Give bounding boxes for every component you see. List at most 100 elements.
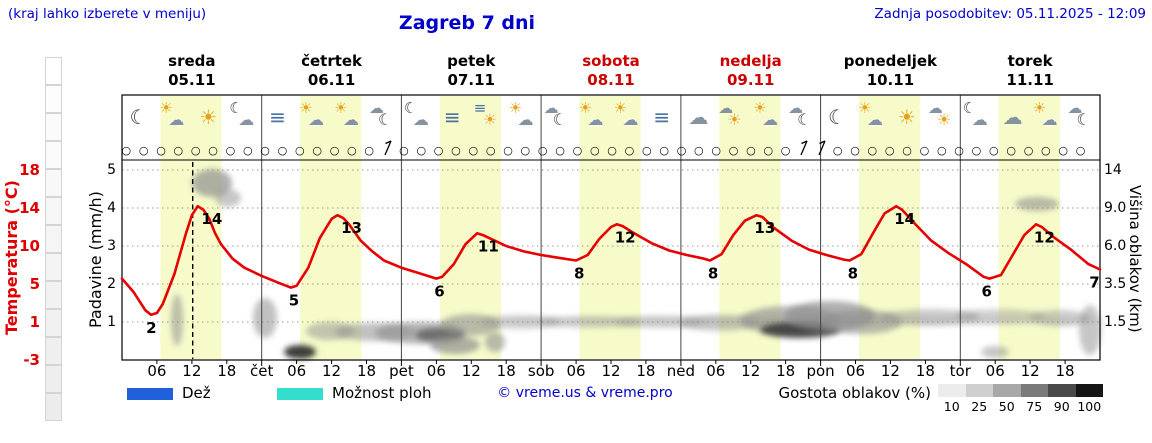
density-tick-label: 100	[1077, 399, 1102, 414]
wind-calm-icon: ○	[589, 144, 600, 157]
day-date: 07.11	[447, 71, 495, 89]
precipitation-tick-label: 2	[107, 276, 116, 292]
hour-tick-label: 12	[741, 362, 761, 380]
fog-glyph: ≡	[473, 99, 487, 117]
scale-strip-segment	[45, 253, 62, 281]
temperature-extreme-label: 5	[289, 292, 299, 310]
sun-glyph: ☀	[578, 99, 592, 117]
scale-strip-segment	[45, 309, 62, 337]
cloud-icon: ☁	[998, 99, 1028, 141]
wind-calm-icon: ○	[867, 144, 878, 157]
wind-calm-icon: ○	[225, 144, 236, 157]
sun-cloud-icon: ☀ ☁	[509, 99, 539, 141]
wind-calm-icon: ○	[173, 144, 184, 157]
day-name: nedelja	[719, 52, 782, 70]
hour-tick-label: 06	[845, 362, 866, 380]
temperature-extreme-label: 11	[478, 237, 499, 255]
sun-cloud-icon: ☀ ☁	[1033, 99, 1063, 141]
wind-calm-icon: ○	[936, 144, 947, 157]
day-date: 10.11	[866, 71, 915, 89]
wind-calm-icon: ○	[190, 144, 201, 157]
wind-calm-icon: ○	[208, 144, 218, 157]
temperature-extreme-label: 12	[1034, 228, 1055, 246]
hour-tick-label: 18	[496, 362, 516, 380]
sun-icon: ☀	[893, 99, 923, 141]
density-tick-label: 50	[998, 399, 1015, 414]
sun-glyph: ☀	[857, 99, 872, 117]
cloud-shade	[480, 315, 560, 329]
day-name: sreda	[168, 52, 216, 70]
scale-strip-segment	[45, 281, 62, 309]
hour-tick-label: 18	[217, 362, 237, 380]
day-date: 05.11	[168, 71, 216, 89]
wind-calm-icon: ○	[642, 144, 652, 157]
density-gradient-segment	[1020, 384, 1048, 397]
scale-strip-segment	[45, 141, 62, 169]
cloud-glyph: ☁	[688, 105, 709, 129]
sun-glyph: ☀	[508, 99, 523, 117]
cloud-glyph: ☁	[308, 110, 325, 129]
menu-hint: (kraj lahko izberete v meniju)	[8, 6, 207, 22]
day-date: 11.11	[1006, 71, 1054, 89]
cloud-shade	[680, 315, 760, 331]
wind-calm-icon: ○	[954, 144, 964, 157]
wind-calm-icon: ○	[277, 144, 288, 157]
sun-glyph: ☀	[1032, 99, 1047, 117]
cloud-shade	[981, 346, 1009, 358]
temperature-extreme-label: 8	[848, 265, 858, 283]
density-tick-label: 25	[971, 399, 988, 414]
wind-calm-icon: ○	[433, 144, 444, 157]
sun-cloud-icon: ☀ ☁	[299, 99, 329, 141]
density-gradient-segment	[938, 384, 966, 397]
temperature-tick-label: 10	[19, 237, 40, 255]
day-header: petek 07.11	[401, 52, 541, 90]
cloud-moon-icon: ☁ ☾	[788, 99, 818, 141]
wind-calm-icon: ○	[138, 144, 149, 157]
rain-legend-label: Dež	[182, 384, 211, 402]
wind-calm-icon: ○	[902, 144, 912, 157]
sun-glyph: ☀	[613, 99, 627, 117]
showers-legend-label: Možnost ploh	[332, 384, 432, 402]
temperature-extreme-label: 14	[894, 210, 915, 228]
wind-calm-icon: ○	[121, 144, 132, 157]
wind-calm-icon: ○	[659, 144, 669, 157]
wind-calm-icon: ○	[468, 144, 479, 157]
credit-link[interactable]: © vreme.us & vreme.pro	[497, 385, 673, 401]
fog-glyph: ≡	[269, 105, 286, 129]
wind-calm-icon: ○	[676, 144, 687, 157]
wind-calm-icon: ○	[832, 144, 843, 157]
moon-icon: ☾	[124, 99, 154, 141]
wind-calm-icon: ○	[746, 144, 756, 157]
wind-calm-icon: ○	[711, 144, 721, 157]
wind-calm-icon: ○	[1075, 144, 1086, 157]
moon-glyph: ☾	[229, 99, 243, 117]
hour-tick-label: 06	[566, 362, 586, 380]
cloud-height-tick-label: 1.5	[1104, 314, 1127, 330]
cloud-height-axis-label: Višina oblakov (km)	[1126, 185, 1144, 333]
moon-cloud-icon: ☾ ☁	[963, 99, 993, 141]
scale-strip-segment	[45, 85, 62, 113]
scale-strip-segment	[45, 337, 62, 365]
day-abbrev-label: tor	[949, 362, 971, 380]
wind-calm-icon: ○	[520, 144, 531, 157]
cloud-shade	[1079, 305, 1101, 355]
fog-glyph: ≡	[653, 105, 671, 129]
wind-calm-icon: ○	[364, 144, 374, 157]
temperature-extreme-label: 2	[146, 319, 156, 337]
cloud-icon: ☁	[683, 99, 713, 141]
hour-tick-label: 06	[985, 362, 1005, 380]
sun-glyph: ☀	[159, 99, 173, 117]
density-gradient-segment	[965, 384, 993, 397]
scale-strip-segment	[45, 169, 62, 197]
density-tick-label: 10	[943, 399, 960, 414]
wind-calm-icon: ○	[503, 144, 513, 157]
wind-calm-icon: ○	[1006, 144, 1016, 157]
day-date: 08.11	[587, 71, 635, 89]
sun-glyph: ☀	[334, 99, 348, 117]
hour-tick-label: 12	[182, 362, 202, 380]
moon-glyph: ☾	[377, 110, 393, 129]
cloud-glyph: ☁	[517, 110, 534, 129]
cloud-glyph: ☁	[238, 110, 255, 129]
wind-calm-icon: ○	[312, 144, 322, 157]
